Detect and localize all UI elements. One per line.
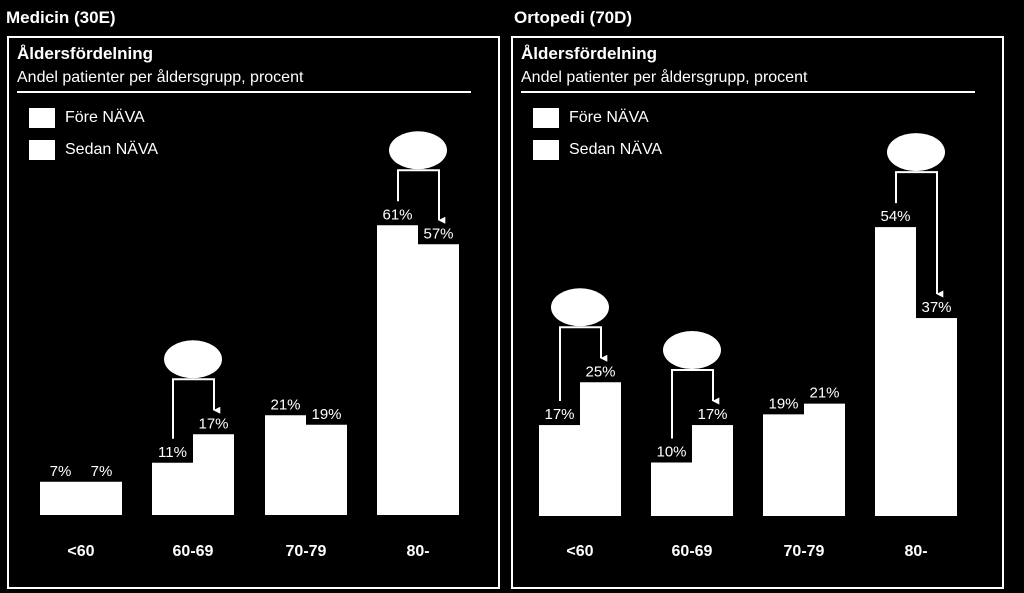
data-label-after-4: 57% [423,225,453,242]
category-label-4: 80- [904,543,927,560]
chart-subtitle: Andel patienter per åldersgrupp, procent [17,69,304,86]
data-label-before-3: 19% [768,395,798,412]
data-label-before-3: 21% [270,396,300,413]
bar-after-2 [692,425,733,516]
subtitle-divider [17,91,471,93]
change-bubble-4 [389,131,447,170]
chart-panel-ortopedi: Åldersfördelning Andel patienter per åld… [511,36,1004,589]
legend-swatch-after [29,140,55,160]
data-label-after-3: 19% [311,406,341,423]
data-label-after-4: 37% [921,299,951,316]
data-label-before-1: 17% [544,406,574,423]
change-bubble-2 [663,331,721,370]
chart-title: Åldersfördelning [521,44,658,63]
data-label-before-4: 61% [382,206,412,223]
chart-title: Åldersfördelning [17,44,154,63]
category-label-2: 60-69 [672,543,713,560]
legend-label-before: Före NÄVA [65,109,145,126]
legend-item-before: Före NÄVA [533,108,649,128]
data-label-after-1: 25% [585,363,615,380]
category-label-3: 70-79 [784,543,825,560]
category-label-1: <60 [566,543,593,560]
bar-before-1 [539,425,580,516]
bar-before-1 [40,481,81,515]
bar-before-4 [875,227,916,516]
bar-after-4 [418,244,459,515]
change-bubble-2 [164,340,222,379]
panel-title-medicin: Medicin (30E) [6,8,116,27]
bar-after-1 [580,382,621,516]
chart-subtitle: Andel patienter per åldersgrupp, procent [521,69,808,86]
change-bubble-1 [551,288,609,327]
bar-after-2 [193,434,234,515]
legend-swatch-before [29,108,55,128]
data-label-before-2: 10% [656,444,686,461]
legend-label-before: Före NÄVA [569,109,649,126]
data-label-after-2: 17% [198,415,228,432]
bar-before-4 [377,225,418,515]
legend-swatch-before [533,108,559,128]
panel-title-ortopedi: Ortopedi (70D) [514,8,633,27]
data-label-after-2: 17% [697,406,727,423]
change-bubble-4 [887,133,945,172]
chart-panel-medicin: Åldersfördelning Andel patienter per åld… [7,36,500,589]
category-label-2: 60-69 [173,543,214,560]
category-label-3: 70-79 [286,543,327,560]
change-arrow-4 [895,171,944,298]
bar-after-1 [81,481,122,515]
legend-label-after: Sedan NÄVA [569,141,663,158]
bar-before-3 [265,415,306,515]
data-label-after-1: 7% [91,463,113,480]
legend-item-after: Sedan NÄVA [29,140,158,160]
subtitle-divider [521,91,975,93]
legend-item-after: Sedan NÄVA [533,140,662,160]
change-arrow-4 [397,169,446,224]
bar-after-4 [916,318,957,516]
bar-after-3 [306,424,347,515]
data-label-before-2: 11% [158,444,187,461]
data-label-before-4: 54% [880,208,910,225]
bar-before-2 [651,462,692,516]
legend-label-after: Sedan NÄVA [65,141,159,158]
data-label-before-1: 7% [50,463,72,480]
bar-before-2 [152,462,193,515]
change-arrow-2 [172,378,221,439]
data-label-after-3: 21% [809,385,839,402]
change-arrow-1 [559,326,608,402]
category-label-1: <60 [67,543,94,560]
legend-swatch-after [533,140,559,160]
category-label-4: 80- [406,543,429,560]
legend-item-before: Före NÄVA [29,108,145,128]
change-arrow-2 [671,369,720,439]
bar-after-3 [804,403,845,516]
bar-before-3 [763,414,804,516]
